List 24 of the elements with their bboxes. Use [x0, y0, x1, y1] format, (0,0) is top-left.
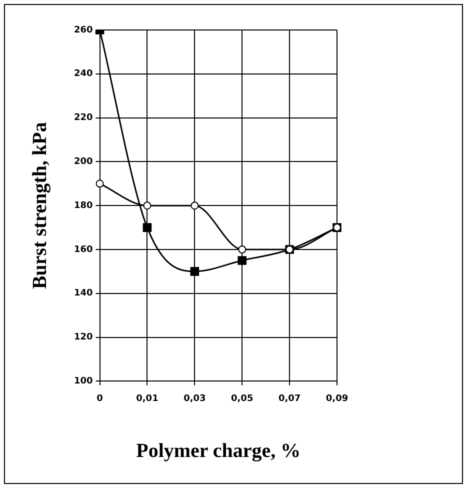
point	[143, 202, 152, 210]
point	[142, 223, 152, 232]
point	[96, 180, 104, 188]
x-tick-label: 0	[96, 394, 103, 404]
point	[190, 267, 200, 276]
x-tick-label: 0,07	[278, 394, 301, 404]
x-tick-label: 0,03	[184, 394, 206, 404]
point	[238, 246, 246, 254]
y-tick-label: 220	[74, 113, 93, 124]
point	[190, 202, 199, 210]
y-tick-label: 100	[74, 376, 93, 387]
y-tick-label: 200	[74, 157, 93, 168]
x-tick-label: 0,09	[326, 394, 348, 404]
x-tick-label: 0,05	[231, 394, 254, 404]
point	[238, 256, 247, 265]
x-tick-label: 0,01	[136, 394, 158, 404]
y-axis-title: Burst strength, kPa	[29, 122, 52, 290]
y-tick-label: 180	[74, 200, 93, 211]
y-tick-label: 140	[74, 288, 93, 299]
y-tick-label: 240	[74, 69, 93, 80]
y-tick-label: 260	[74, 25, 93, 36]
y-tick-label: 160	[74, 244, 93, 255]
x-axis-title: Polymer charge, %	[136, 440, 301, 462]
y-tick-label: 120	[74, 332, 93, 343]
